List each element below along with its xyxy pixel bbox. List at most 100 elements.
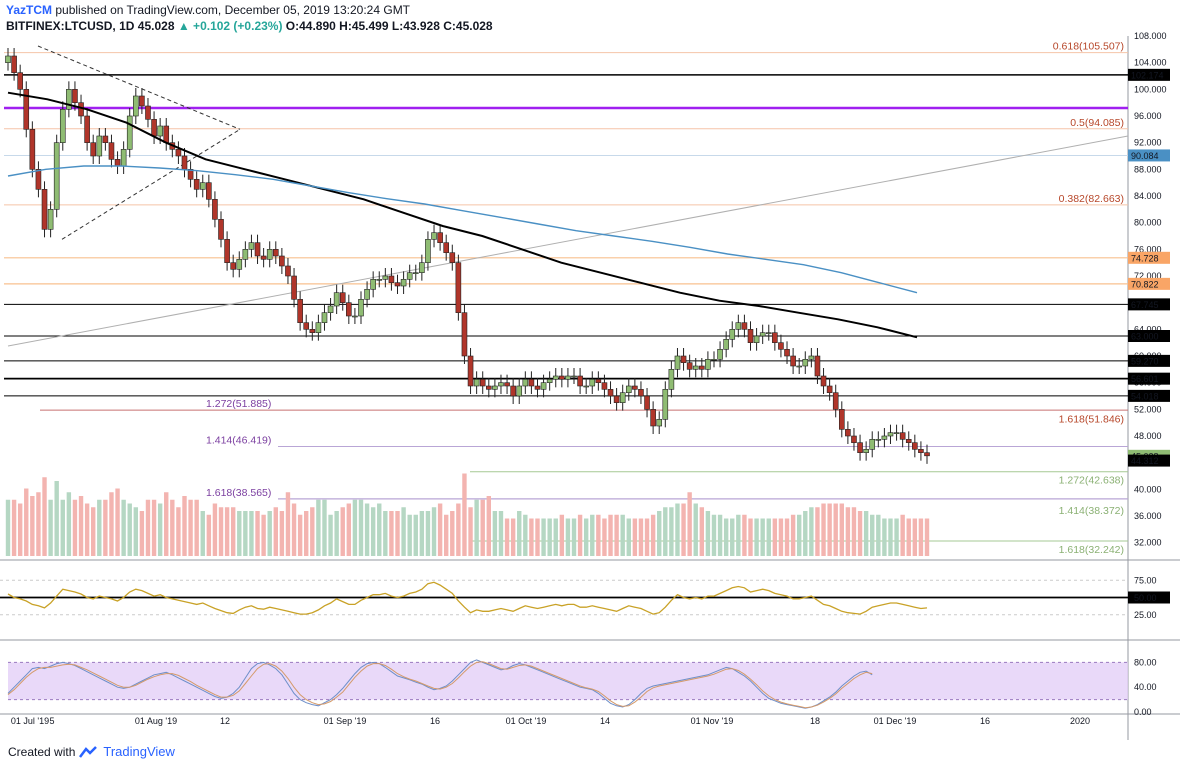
candle-body (23, 89, 30, 130)
x-tick-label: 16 (430, 716, 440, 726)
volume-bar (17, 503, 23, 556)
volume-bar (486, 496, 492, 556)
fib-annotations: 0.618(105.507) 0.5(94.085) 0.382(82.663) 1.… (206, 41, 1124, 556)
candle-body (887, 432, 894, 437)
candle-body (108, 142, 115, 160)
candle-body (492, 385, 498, 390)
volume-bar (863, 511, 869, 556)
volume-bar (91, 507, 96, 556)
volume-bar (717, 514, 723, 556)
volume-bar (468, 507, 473, 556)
volume-bar (304, 511, 309, 556)
volume-bar (638, 518, 644, 556)
volume-bar (614, 514, 619, 556)
volume-bar (632, 518, 638, 556)
candle-body (230, 262, 236, 270)
volume-bar (36, 492, 41, 556)
volume-bar (888, 518, 893, 556)
fib-label: 0.618(105.507) (1053, 41, 1124, 53)
candle-body (242, 249, 249, 260)
volume-bar (389, 511, 394, 556)
volume-bar (297, 514, 303, 556)
volume-bar (833, 503, 838, 556)
volume-bar (821, 503, 826, 556)
volume-bar (882, 518, 887, 556)
candle-body (333, 292, 340, 307)
volume-bar (224, 507, 230, 556)
volume-bar (687, 492, 692, 556)
candle-body (212, 199, 218, 220)
volume-bar (462, 473, 467, 556)
candle-body (479, 379, 486, 387)
candle-body (589, 379, 596, 387)
candle-body (419, 262, 425, 273)
volume-bar (644, 518, 650, 556)
candle-body (845, 429, 851, 437)
price-label-box (1128, 354, 1170, 367)
volume-bar (109, 492, 114, 556)
candle-body (638, 389, 644, 397)
volume-bar (553, 518, 558, 556)
volume-bar (857, 511, 863, 556)
candle-body (510, 385, 516, 397)
x-tick-label: 12 (220, 716, 230, 726)
candle-body (96, 135, 103, 157)
volume-bar (693, 503, 698, 556)
candle-body (163, 125, 170, 143)
volume-bar (273, 507, 278, 556)
volume-bar (535, 518, 540, 556)
candle-body (699, 365, 705, 370)
volume-bar (218, 507, 224, 556)
volume-bar (450, 511, 455, 556)
candle-body (711, 359, 717, 361)
tradingview-brand[interactable]: TradingView (103, 744, 175, 759)
volume-bar (182, 496, 187, 556)
volume-bar (103, 499, 108, 556)
volume-bar (583, 518, 589, 556)
candle-body (577, 375, 583, 387)
candle-body (881, 435, 888, 440)
volume-bar (30, 496, 35, 556)
candle-body (607, 389, 614, 397)
volume-bar (596, 514, 601, 556)
price-label: 70.822 (1131, 279, 1159, 289)
y-tick-label: 64.000 (1134, 324, 1162, 334)
candle-body (924, 452, 930, 457)
volume-bar (870, 514, 875, 556)
volume-bar (310, 507, 315, 556)
volume-bar (577, 514, 583, 556)
publisher-name[interactable]: YazTCM (6, 3, 53, 17)
volume-bar (675, 503, 680, 556)
candle-body (346, 302, 352, 317)
price-label-box (1128, 372, 1170, 385)
footer: Created with TradingView (8, 744, 175, 759)
price-label-box (1128, 454, 1170, 467)
volume-bar (133, 507, 139, 556)
candle-body (388, 275, 395, 283)
volume-bar (742, 514, 747, 556)
candle-body (613, 395, 620, 403)
candle-body (601, 382, 608, 390)
axes: 108.000 104.000 100.000 96.000 92.000 88.000 8… (11, 31, 1170, 726)
price-label-box (1128, 68, 1170, 81)
candle-body (595, 379, 602, 383)
candle-body (303, 322, 310, 330)
price-label-box (1128, 277, 1170, 290)
candle-body (784, 349, 790, 357)
rsi-tick-label: 75.00 (1134, 575, 1157, 585)
volume-bar (730, 518, 735, 556)
candle-body (218, 219, 224, 240)
stoch-tick-label: 40.00 (1134, 682, 1157, 692)
candle-body (291, 275, 297, 300)
published-text: published on TradingView.com, December 0… (55, 3, 411, 17)
x-tick-label: 5 (49, 716, 54, 726)
volume-bar (249, 511, 254, 556)
volume-bar (237, 511, 242, 556)
candle-body (339, 292, 346, 303)
candle-body (126, 115, 133, 150)
candle-body (327, 305, 334, 313)
volume-bar (24, 488, 29, 556)
volume-bar (97, 499, 102, 556)
volume-bar (200, 511, 205, 556)
